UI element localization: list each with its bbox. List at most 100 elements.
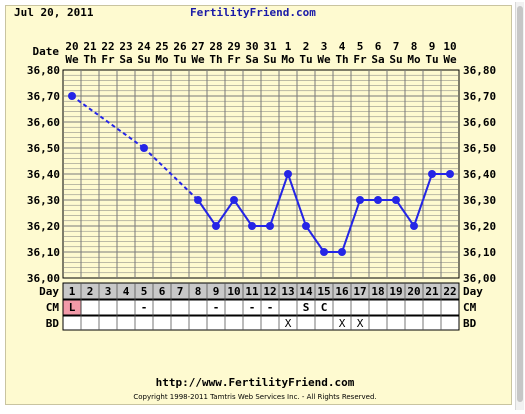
day-number: 19: [389, 285, 402, 298]
date-label: 26: [173, 40, 187, 53]
weekday-label: Tu: [173, 53, 186, 66]
day-row-label: Day: [39, 285, 59, 298]
date-label: 29: [227, 40, 240, 53]
weekday-label: We: [443, 53, 457, 66]
y-tick-label-left: 36,30: [27, 194, 60, 207]
y-axis: 36,00 36,00 36,10 36,10 36,20 36,20 36,30 36,30…: [27, 64, 496, 285]
day-number: 15: [317, 285, 330, 298]
temperature-point: [446, 170, 454, 178]
temperature-point: [374, 196, 382, 204]
date-label: 25: [155, 40, 168, 53]
date-label: 20: [65, 40, 78, 53]
y-tick-label-right: 36,20: [463, 220, 496, 233]
weekday-label: Th: [83, 53, 96, 66]
temperature-point: [68, 92, 76, 100]
y-tick-label-right: 36,60: [463, 116, 496, 129]
chart-date: Jul 20, 2011: [14, 6, 94, 19]
y-tick-label-left: 36,40: [27, 168, 60, 181]
y-tick-label-right: 36,50: [463, 142, 496, 155]
temperature-series: [68, 92, 454, 256]
series-segment: [413, 173, 433, 227]
day-number: 21: [425, 285, 439, 298]
cm-row-label: CM: [46, 301, 60, 314]
weekday-label: Fr: [101, 53, 115, 66]
date-label: 27: [191, 40, 204, 53]
weekday-label: Th: [335, 53, 348, 66]
y-tick-label-right: 36,40: [463, 168, 496, 181]
weekday-label: Su: [137, 53, 150, 66]
vertical-scrollbar[interactable]: [515, 2, 524, 410]
weekday-label: Su: [263, 53, 276, 66]
cm-mark: -: [249, 301, 256, 314]
day-number: 18: [371, 285, 384, 298]
weekday-label: Tu: [425, 53, 438, 66]
temperature-point: [428, 170, 436, 178]
day-number: 1: [69, 285, 76, 298]
y-tick-label-right: 36,10: [463, 246, 496, 259]
series-segment: [215, 199, 235, 227]
date-label: 2: [303, 40, 310, 53]
y-tick-label-left: 36,10: [27, 246, 60, 259]
date-label: 24: [137, 40, 151, 53]
temperature-point: [320, 248, 328, 256]
bd-row-label: BD: [46, 317, 60, 330]
series-segment: [269, 173, 289, 227]
temperature-point: [212, 222, 220, 230]
temperature-point: [266, 222, 274, 230]
bd-mark: X: [357, 317, 364, 330]
date-label: 23: [119, 40, 132, 53]
y-tick-label-left: 36,60: [27, 116, 60, 129]
date-label: 5: [357, 40, 364, 53]
day-number: 5: [141, 285, 148, 298]
series-segment: [305, 225, 325, 253]
weekday-label: Su: [389, 53, 402, 66]
y-tick-label-left: 36,20: [27, 220, 60, 233]
date-label: 7: [393, 40, 400, 53]
site-name: FertilityFriend.com: [190, 6, 316, 19]
date-label: 1: [285, 40, 292, 53]
weekday-label: We: [191, 53, 205, 66]
date-label: 28: [209, 40, 222, 53]
weekday-label: Fr: [353, 53, 367, 66]
temperature-point: [302, 222, 310, 230]
y-tick-label-left: 36,50: [27, 142, 60, 155]
day-number: 10: [227, 285, 240, 298]
weekday-label: Fr: [227, 53, 241, 66]
weekday-label: Sa: [119, 53, 132, 66]
date-row-label: Date: [33, 45, 60, 58]
bd-row-label-right: BD: [463, 317, 477, 330]
temperature-point: [230, 196, 238, 204]
weekday-label: Mo: [281, 53, 295, 66]
temperature-point: [284, 170, 292, 178]
bd-mark: X: [339, 317, 346, 330]
series-segment-dashed: [71, 95, 145, 149]
bd-mark: X: [285, 317, 292, 330]
day-number: 4: [123, 285, 130, 298]
temperature-point: [410, 222, 418, 230]
day-number: 11: [245, 285, 259, 298]
temperature-point: [338, 248, 346, 256]
day-number: 13: [281, 285, 294, 298]
series-segment: [233, 199, 253, 227]
weekday-label: We: [65, 53, 79, 66]
day-number: 7: [177, 285, 184, 298]
weekday-label: We: [317, 53, 331, 66]
day-row-label-right: Day: [463, 285, 483, 298]
scrollbar-thumb[interactable]: [517, 6, 523, 402]
date-label: 9: [429, 40, 436, 53]
y-tick-label-right: 36,00: [463, 272, 496, 285]
series-segment: [341, 199, 361, 253]
weekday-label: Mo: [155, 53, 169, 66]
temperature-chart: Date 20 21 22 23 24 25 26 27 28 29 30 31 1 2 3 4 5 6 7 8 9 10W…: [27, 40, 496, 331]
weekday-label: Tu: [299, 53, 312, 66]
footer-url[interactable]: http://www.FertilityFriend.com: [155, 376, 355, 389]
cm-row-label-right: CM: [463, 301, 477, 314]
cm-mark: -: [213, 301, 220, 314]
temperature-point: [248, 222, 256, 230]
date-label: 4: [339, 40, 346, 53]
day-number: 9: [213, 285, 220, 298]
y-tick-label-left: 36,80: [27, 64, 60, 77]
day-number: 12: [263, 285, 276, 298]
temperature-point: [392, 196, 400, 204]
series-segment: [395, 199, 415, 227]
